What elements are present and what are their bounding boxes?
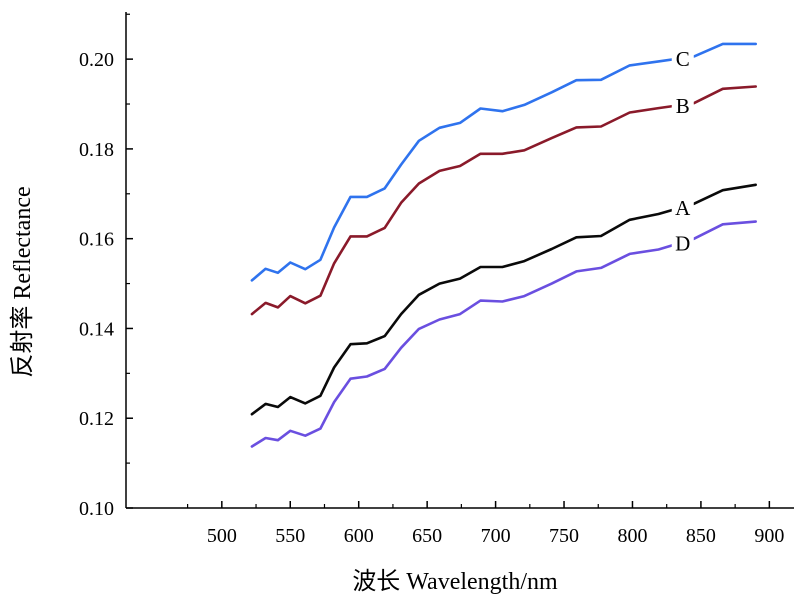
series-label-B: B [676,94,690,118]
x-tick-label: 850 [686,525,716,547]
series-line-B [250,85,758,316]
series-label-A: A [675,196,691,220]
y-tick-label: 0.20 [79,49,114,71]
y-axis-title: 反射率 Reflectance [9,186,36,377]
x-tick-label: 750 [549,525,579,547]
series-label-C: C [676,47,690,71]
y-tick-label: 0.14 [79,318,114,340]
x-tick-label: 900 [754,525,784,547]
series-line-A [250,183,758,416]
x-tick-label: 700 [481,525,511,547]
series-labels: CB AD [671,46,694,255]
series-label-bg [671,46,694,71]
x-axis-title: 波长 Wavelength/nm [352,568,558,595]
x-tick-label: 650 [412,525,442,547]
series-line-D [250,220,758,448]
x-tick-label: 800 [617,525,647,547]
x-tick-label: 550 [275,525,305,547]
y-tick-label: 0.16 [79,229,114,251]
series-layer [250,42,758,448]
series-label-bg [671,195,694,220]
series-label-bg [671,92,694,117]
series-label-bg [671,230,694,255]
y-tick-label: 0.10 [79,498,114,520]
x-tick-label: 500 [207,525,237,547]
x-tick-label: 600 [344,525,374,547]
y-tick-label: 0.18 [79,139,114,161]
series-line-C [250,42,758,282]
axes: 0.10 0.12 0.14 0.16 0.18 0.20 500 550 600 650 700 7… [79,12,794,547]
y-tick-label: 0.12 [79,408,114,430]
series-label-D: D [675,231,690,255]
